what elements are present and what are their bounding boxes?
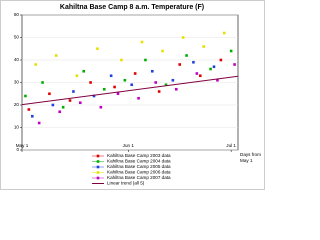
data-point (140, 40, 144, 44)
data-point (144, 58, 147, 62)
data-point (212, 65, 216, 69)
data-point (27, 108, 31, 111)
legend-label: Kahiltna Base Camp 2006 data (107, 170, 171, 175)
data-point (113, 85, 116, 89)
y-tick-label: 40 (14, 57, 20, 62)
data-point (130, 83, 134, 87)
x-tick-label: Jul 1 (226, 143, 236, 148)
chart-title: Kahiltna Base Camp 8 a.m. Temperature (F… (60, 4, 204, 11)
legend-swatch (96, 176, 100, 180)
data-point (72, 90, 75, 93)
data-point (233, 63, 236, 66)
x-axis-label: Days from (240, 152, 261, 157)
legend-swatch (96, 160, 100, 163)
data-point (192, 60, 195, 64)
data-point (198, 74, 202, 78)
data-point (185, 54, 188, 57)
chart: Kahiltna Base Camp 8 a.m. Temperature (F… (0, 0, 265, 190)
data-point (137, 96, 140, 100)
data-point (181, 36, 185, 39)
y-tick-label: 10 (14, 125, 20, 130)
data-point (123, 78, 127, 82)
x-tick-label: Jun 1 (123, 143, 135, 148)
legend-swatch (96, 165, 100, 169)
data-point (120, 58, 123, 62)
data-point (48, 92, 51, 96)
x-tick-label: May 1 (16, 143, 29, 148)
data-point (209, 67, 212, 71)
legend-label: Kahiltna Base Camp 2007 data (107, 175, 171, 180)
y-tick-label: 30 (14, 80, 20, 85)
data-point (219, 58, 223, 62)
page: {"chart_data": {"type": "scatter", "titl… (0, 0, 265, 190)
data-point (154, 81, 158, 84)
data-point (229, 49, 233, 53)
data-point (41, 81, 44, 84)
data-point (216, 78, 219, 82)
data-point (78, 101, 82, 105)
y-tick-label: 0 (16, 147, 19, 152)
data-point (202, 45, 206, 48)
data-point (92, 94, 96, 98)
data-point (24, 94, 27, 98)
data-point (161, 49, 164, 53)
data-point (195, 72, 199, 75)
data-point (109, 74, 113, 78)
data-point (102, 87, 106, 91)
data-point (51, 103, 55, 107)
y-tick-label: 50 (14, 35, 20, 40)
data-point (68, 99, 72, 102)
data-point (171, 78, 175, 82)
legend-label: Kahiltna Base Camp 2003 data (107, 153, 171, 158)
data-point (37, 121, 41, 125)
data-point (89, 81, 92, 84)
data-point (75, 74, 79, 78)
legend-label: Linear trend (all 5) (107, 181, 145, 186)
legend-swatch (96, 154, 100, 158)
data-point (30, 114, 34, 118)
trend-line (21, 75, 239, 106)
data-point (222, 31, 226, 35)
data-point (157, 90, 161, 93)
data-point (96, 47, 99, 51)
legend-label: Kahiltna Base Camp 2005 data (107, 164, 171, 169)
data-point (164, 83, 168, 87)
data-point (178, 63, 182, 66)
data-point (54, 54, 58, 57)
data-point (150, 69, 154, 73)
data-point (61, 105, 65, 109)
x-axis-label: May 1 (240, 158, 253, 163)
data-point (58, 110, 62, 114)
legend-label: Kahiltna Base Camp 2004 data (107, 159, 171, 164)
y-tick-label: 60 (14, 12, 20, 17)
y-tick-label: 20 (14, 102, 20, 107)
legend-swatch (96, 171, 100, 174)
data-point (116, 92, 120, 96)
data-point (34, 63, 38, 66)
data-point (174, 87, 178, 91)
data-point (133, 72, 137, 75)
data-point (99, 105, 103, 109)
data-point (82, 69, 86, 73)
